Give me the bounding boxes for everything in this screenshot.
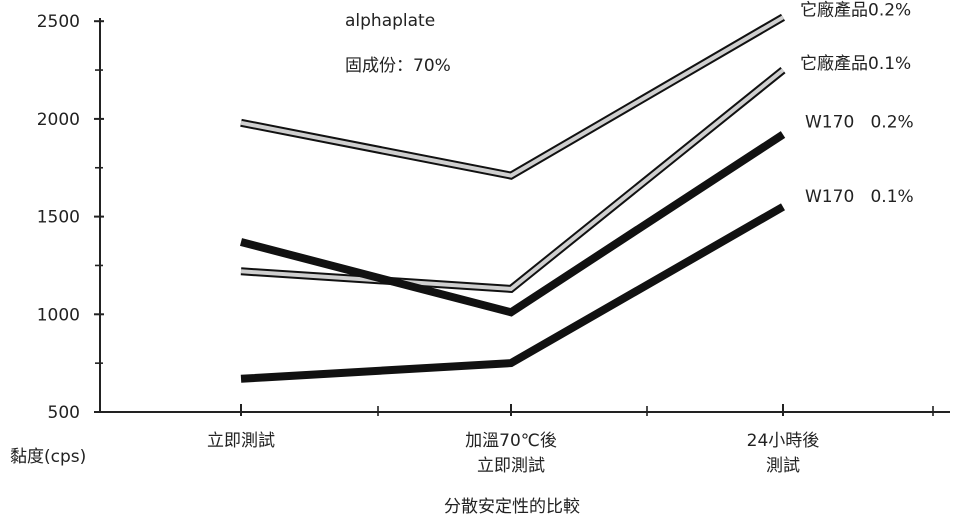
series-label: 它廠產品0.2% — [800, 0, 911, 20]
series-line — [240, 68, 785, 291]
series-line — [240, 15, 785, 178]
series-label: W170 0.1% — [805, 187, 914, 207]
series-lines — [239, 13, 786, 383]
y-tick-label: 500 — [48, 403, 80, 423]
x-tick-label: 24小時後 — [747, 431, 820, 451]
y-tick-label: 1000 — [37, 305, 80, 325]
x-tick-label: 立即測試 — [477, 456, 545, 476]
chart-title: alphaplate — [345, 11, 435, 31]
x-tick-label: 測試 — [766, 456, 800, 476]
series-label: 它廠產品0.1% — [800, 53, 911, 74]
y-axis-label: 黏度(cps) — [10, 447, 86, 467]
y-tick-label: 2500 — [37, 12, 80, 32]
x-axis-label: 分散安定性的比較 — [444, 497, 580, 517]
series-line — [239, 131, 786, 317]
y-tick-label: 1500 — [37, 208, 80, 228]
x-tick-label: 加溫70℃後 — [465, 431, 557, 451]
series-labels: 它廠產品0.2% 它廠產品0.1% W170 0.2% W170 0.1% — [800, 0, 914, 207]
series-line — [240, 203, 785, 383]
series-label: W170 0.2% — [805, 113, 914, 133]
series-line-outline — [240, 13, 786, 180]
y-ticks: 500 1000 1500 2000 2500 — [37, 12, 104, 423]
x-tick-label: 立即測試 — [207, 431, 275, 451]
y-tick-label: 2000 — [37, 110, 80, 130]
chart-subtitle: 固成份：70% — [345, 56, 451, 76]
